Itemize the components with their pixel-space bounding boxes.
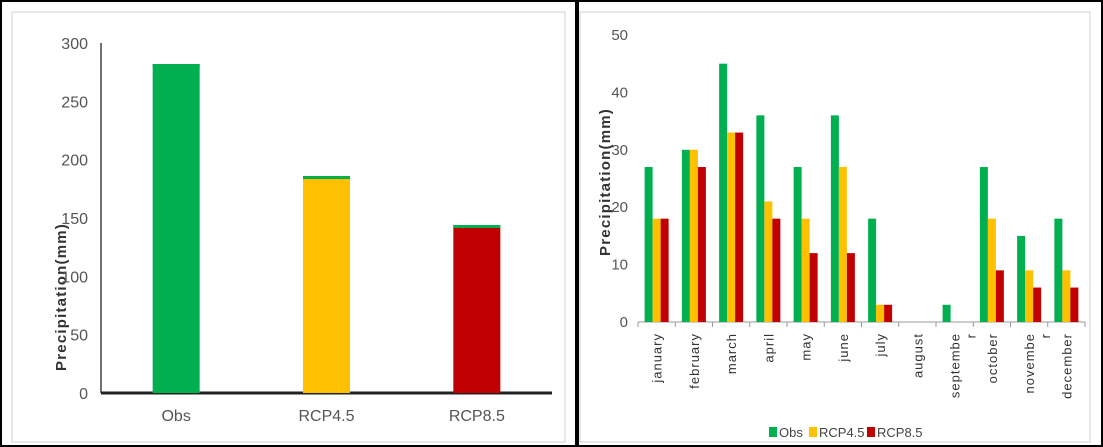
left-y-tick-label: 300 [61, 36, 88, 53]
right-x-tick-label: december [1059, 333, 1074, 399]
left-bar-obs [152, 64, 200, 393]
right-x-tick-label: may [799, 333, 814, 361]
left-bar-rcp45 [303, 176, 350, 393]
right-bar-rcp45-november [1025, 270, 1034, 322]
left-bar-cap [152, 64, 200, 67]
left-y-axis-label: Precipitation(mm) [53, 223, 70, 371]
right-bar-rcp45-july [876, 304, 885, 322]
right-bar-rcp45-june [838, 167, 847, 322]
right-bar-rcp45-january [652, 218, 661, 322]
right-chart-monthly: Precipitation(mm) 0 10 20 30 40 50 january feb… [579, 11, 1091, 443]
right-y-tick-label: 10 [611, 257, 628, 274]
right-y-tick-label: 50 [611, 27, 628, 44]
right-bar-obs-july [868, 218, 877, 322]
right-bar-rcp85-june [846, 253, 855, 322]
right-x-tick-label: march [724, 333, 739, 374]
right-bar-rcp45-october [987, 218, 996, 322]
left-x-tick-label: Obs [161, 408, 190, 425]
legend-swatch-rcp85 [867, 427, 875, 437]
left-bar-rcp85 [453, 225, 501, 393]
right-bar-rcp85-december [1070, 287, 1079, 322]
left-bar-cap [303, 176, 350, 179]
right-x-tick-label: june [836, 333, 851, 363]
right-y-tick-label: 20 [611, 199, 628, 216]
right-bar-rcp85-october [995, 270, 1004, 322]
right-bar-obs-march [719, 63, 728, 322]
left-y-tick-label: 100 [61, 269, 88, 286]
right-bar-rcp85-march [735, 132, 744, 322]
right-x-tick-label: november [1022, 333, 1053, 393]
left-y-tick-label: 150 [61, 211, 88, 228]
right-bar-obs-january [644, 167, 653, 322]
left-y-tick-label: 250 [61, 94, 88, 111]
left-x-tick-label: RCP4.5 [298, 408, 354, 425]
right-bar-rcp85-january [660, 218, 669, 322]
legend-label-rcp45: RCP4.5 [819, 425, 865, 440]
right-bar-obs-november [1017, 235, 1026, 322]
right-x-tick-label: july [873, 333, 888, 358]
left-y-tick-label: 50 [70, 328, 88, 345]
left-y-tick-label: 0 [79, 386, 88, 403]
right-bar-obs-april [756, 115, 765, 322]
right-y-axis-label: Precipitation(mm) [597, 108, 614, 256]
right-bar-rcp85-february [697, 167, 706, 322]
legend-swatch-rcp45 [809, 427, 817, 437]
left-bar-cap [453, 225, 501, 228]
right-bar-rcp45-may [801, 218, 810, 322]
right-y-tick-label: 30 [611, 142, 628, 159]
legend-swatch-obs [769, 427, 777, 437]
right-bar-obs-october [979, 167, 988, 322]
right-x-tick-label: january [650, 333, 665, 384]
right-x-tick-label: august [910, 333, 925, 378]
right-bar-rcp85-may [809, 253, 818, 322]
right-bar-rcp45-february [689, 149, 698, 322]
left-chart-obs-vs-rcp: Precipitation(mm) 0 50 100 150 200 250 300 Obs… [11, 11, 566, 443]
right-bar-rcp45-april [764, 201, 773, 322]
right-bar-obs-december [1054, 218, 1063, 322]
right-y-tick-label: 0 [620, 314, 628, 331]
right-bar-obs-september [942, 304, 951, 322]
right-bar-rcp85-april [772, 218, 781, 322]
left-y-tick-label: 200 [61, 153, 88, 170]
right-bar-rcp85-july [884, 304, 893, 322]
legend-label-rcp85: RCP8.5 [877, 425, 923, 440]
right-x-tick-label: september [948, 333, 979, 398]
right-x-tick-label: october [985, 333, 1000, 383]
right-bar-rcp85-november [1033, 287, 1042, 322]
legend-label-obs: Obs [779, 425, 803, 440]
right-bar-rcp45-december [1062, 270, 1071, 322]
left-x-tick-label: RCP8.5 [449, 408, 505, 425]
right-bar-obs-june [830, 115, 839, 322]
right-x-tick-label: april [761, 333, 776, 363]
right-x-tick-label: february [687, 333, 702, 389]
right-bar-rcp45-march [727, 132, 736, 322]
right-y-tick-label: 40 [611, 84, 628, 101]
right-bar-obs-may [793, 167, 802, 322]
right-bar-obs-february [681, 149, 690, 322]
